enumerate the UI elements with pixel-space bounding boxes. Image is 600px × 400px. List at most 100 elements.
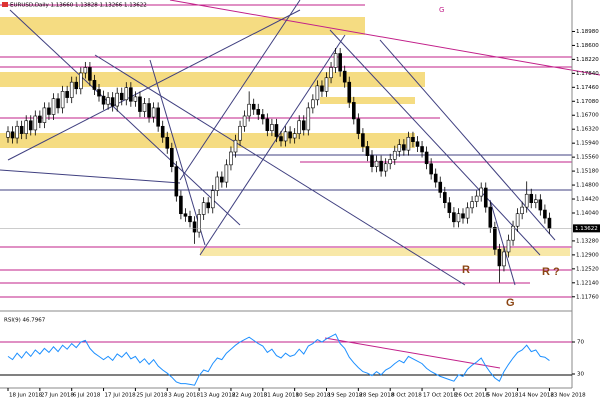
candle-body [165,136,170,149]
candle-body [256,109,261,115]
candle-body [229,151,233,166]
candle-body [238,125,242,141]
candle-body [251,103,256,110]
x-tick-label: 17 Oct 2018 [423,393,458,399]
candle-body [119,92,124,101]
candle-body [283,131,288,142]
candle-body [160,125,165,138]
candle-body [183,213,188,217]
x-tick-label: 26 Oct 2018 [455,393,490,399]
rsi-line [7,333,550,386]
x-tick-label: 10 Sep 2018 [296,393,331,399]
candle-body [461,213,465,219]
candle-body [411,136,415,142]
candle-body [179,195,183,215]
x-tick-label: 27 Jun 2018 [41,393,75,399]
candle-body [529,193,534,203]
candle-body [429,163,433,175]
candle-body [270,124,274,131]
candle-body [447,202,452,213]
candle-body [197,214,201,233]
candle-body [351,102,356,120]
candle-body [206,202,210,209]
x-tick-label: 8 Oct 2018 [391,393,422,399]
candle-body [397,144,402,152]
candle-body [388,159,393,165]
candle-body [6,131,10,138]
candle-body [488,206,493,228]
candle-body [415,141,420,147]
candle-body [524,193,529,208]
candle-body [342,70,347,83]
candle-body [74,81,79,90]
candle-body [320,85,324,92]
candle-body [97,89,101,97]
candle-body [279,136,283,142]
candle-body [247,103,251,117]
candle-body [106,97,110,105]
candle-body [370,155,374,167]
candle-body [506,239,511,253]
x-tick-label: 5 Nov 2018 [487,393,519,399]
candle-body [306,107,311,131]
indicator-label: RSI(9) 46.7967 [4,318,46,324]
candle-body [151,107,156,118]
candle-body [356,118,361,134]
candle-body [374,160,379,167]
candle-body [420,146,424,153]
candle-body [174,166,179,197]
x-tick-label: 23 Nov 2018 [550,393,586,399]
y-tick-label: 1.17460 [576,85,599,91]
candle-body [383,163,388,172]
y-tick-label: 1.18980 [576,29,599,35]
x-tick-label: 22 Aug 2018 [232,393,268,399]
candle-body [92,80,97,90]
candle-body [438,181,443,193]
candle-body [88,67,92,81]
candle-body [301,120,306,131]
chart-title: EURUSD,Daily 1.13660 1.13828 1.13266 1.1… [10,3,147,9]
candle-body [474,195,479,202]
y-tick-label: 1.14040 [576,210,599,216]
candle-body [56,98,60,109]
x-tick-label: 13 Aug 2018 [200,393,236,399]
y-tick-label: 1.17840 [576,71,599,77]
candle-body [543,209,547,219]
candle-body [188,215,192,223]
candle-body [520,206,524,215]
candle-body [19,125,24,134]
y-tick-label: 1.16320 [576,127,599,133]
candle-body [42,107,47,123]
candle-body [156,107,160,127]
candle-body [201,202,206,215]
y-tick-label: 1.17080 [576,99,599,105]
candle-body [142,103,147,112]
candle-body [133,96,138,102]
candle-body [138,96,142,112]
candle-body [224,164,229,183]
x-tick-label: 6 Jul 2018 [73,393,101,399]
y-tick-label: 1.14800 [576,183,599,189]
candle-body [110,97,115,107]
candle-body [101,95,106,105]
candle-body [365,146,370,156]
candle-body [547,217,552,229]
candle-body [402,144,406,151]
candle-body [260,114,265,120]
drawings [0,0,600,389]
x-tick-label: 17 Jul 2018 [105,393,137,399]
candle-body [515,213,520,227]
candle-body [65,91,69,98]
candle-body [465,207,470,219]
candle-body [38,115,42,123]
candle-body [502,251,506,267]
candle-body [479,187,484,197]
candle-body [493,227,497,250]
candle-body [24,120,29,134]
candle-body [297,120,302,134]
candle-body [311,99,315,109]
candle-body [115,92,119,107]
candle-body [69,81,74,98]
